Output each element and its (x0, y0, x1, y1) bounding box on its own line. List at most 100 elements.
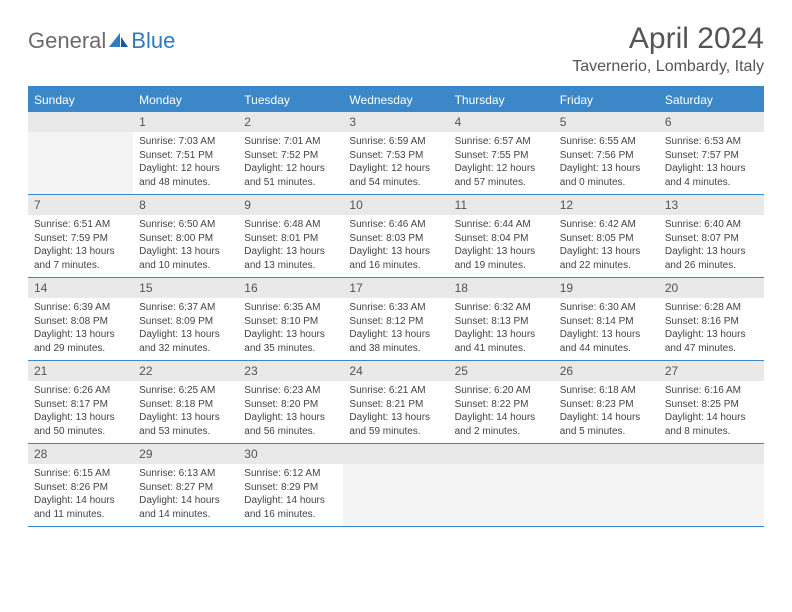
day-number: 10 (343, 195, 448, 215)
day-detail-line: Daylight: 13 hours (349, 411, 442, 425)
day-detail-line: Sunset: 8:12 PM (349, 315, 442, 329)
day-details: Sunrise: 6:35 AMSunset: 8:10 PMDaylight:… (238, 298, 343, 359)
day-number: 18 (449, 278, 554, 298)
weekday-header: Thursday (449, 88, 554, 112)
day-detail-line: Sunrise: 6:40 AM (665, 218, 758, 232)
day-details: Sunrise: 6:28 AMSunset: 8:16 PMDaylight:… (659, 298, 764, 359)
calendar-week: 7Sunrise: 6:51 AMSunset: 7:59 PMDaylight… (28, 195, 764, 278)
calendar-week: 14Sunrise: 6:39 AMSunset: 8:08 PMDayligh… (28, 278, 764, 361)
day-detail-line: Sunrise: 6:37 AM (139, 301, 232, 315)
day-detail-line: Sunset: 8:14 PM (560, 315, 653, 329)
day-detail-line: Sunset: 8:05 PM (560, 232, 653, 246)
calendar-day: 9Sunrise: 6:48 AMSunset: 8:01 PMDaylight… (238, 195, 343, 277)
day-details: Sunrise: 6:51 AMSunset: 7:59 PMDaylight:… (28, 215, 133, 276)
day-detail-line: and 59 minutes. (349, 425, 442, 439)
day-detail-line: and 29 minutes. (34, 342, 127, 356)
weekday-header: Wednesday (343, 88, 448, 112)
calendar-day: 27Sunrise: 6:16 AMSunset: 8:25 PMDayligh… (659, 361, 764, 443)
day-detail-line: Daylight: 12 hours (349, 162, 442, 176)
calendar-day-empty (554, 444, 659, 526)
day-details: Sunrise: 6:12 AMSunset: 8:29 PMDaylight:… (238, 464, 343, 525)
day-detail-line: Sunrise: 6:35 AM (244, 301, 337, 315)
day-detail-line: Sunrise: 6:44 AM (455, 218, 548, 232)
day-detail-line: and 19 minutes. (455, 259, 548, 273)
calendar-day: 5Sunrise: 6:55 AMSunset: 7:56 PMDaylight… (554, 112, 659, 194)
day-number-empty (449, 444, 554, 464)
calendar-day: 10Sunrise: 6:46 AMSunset: 8:03 PMDayligh… (343, 195, 448, 277)
calendar-day: 13Sunrise: 6:40 AMSunset: 8:07 PMDayligh… (659, 195, 764, 277)
calendar-day: 1Sunrise: 7:03 AMSunset: 7:51 PMDaylight… (133, 112, 238, 194)
brand-part2: Blue (131, 28, 175, 54)
day-details: Sunrise: 6:59 AMSunset: 7:53 PMDaylight:… (343, 132, 448, 193)
brand-logo: General Blue (28, 28, 175, 54)
day-detail-line: Sunset: 7:55 PM (455, 149, 548, 163)
day-detail-line: Daylight: 14 hours (244, 494, 337, 508)
day-detail-line: Sunrise: 6:18 AM (560, 384, 653, 398)
day-detail-line: and 38 minutes. (349, 342, 442, 356)
day-detail-line: Sunset: 7:53 PM (349, 149, 442, 163)
calendar-day: 16Sunrise: 6:35 AMSunset: 8:10 PMDayligh… (238, 278, 343, 360)
day-detail-line: and 22 minutes. (560, 259, 653, 273)
day-number: 24 (343, 361, 448, 381)
day-detail-line: Sunset: 8:01 PM (244, 232, 337, 246)
calendar-day: 14Sunrise: 6:39 AMSunset: 8:08 PMDayligh… (28, 278, 133, 360)
day-detail-line: Sunrise: 6:25 AM (139, 384, 232, 398)
day-detail-line: Sunrise: 6:21 AM (349, 384, 442, 398)
day-detail-line: Daylight: 14 hours (665, 411, 758, 425)
day-detail-line: Sunset: 7:52 PM (244, 149, 337, 163)
day-number-empty (659, 444, 764, 464)
calendar-day: 29Sunrise: 6:13 AMSunset: 8:27 PMDayligh… (133, 444, 238, 526)
calendar-day-empty (343, 444, 448, 526)
day-detail-line: Daylight: 13 hours (244, 245, 337, 259)
day-detail-line: and 51 minutes. (244, 176, 337, 190)
day-number: 14 (28, 278, 133, 298)
day-detail-line: Sunrise: 6:26 AM (34, 384, 127, 398)
title-block: April 2024 Tavernerio, Lombardy, Italy (572, 22, 764, 76)
calendar-week: 21Sunrise: 6:26 AMSunset: 8:17 PMDayligh… (28, 361, 764, 444)
day-number: 17 (343, 278, 448, 298)
day-detail-line: and 16 minutes. (349, 259, 442, 273)
day-details: Sunrise: 6:15 AMSunset: 8:26 PMDaylight:… (28, 464, 133, 525)
day-detail-line: Sunrise: 6:15 AM (34, 467, 127, 481)
day-detail-line: Daylight: 14 hours (34, 494, 127, 508)
day-number: 28 (28, 444, 133, 464)
day-number: 23 (238, 361, 343, 381)
day-detail-line: and 8 minutes. (665, 425, 758, 439)
day-number: 11 (449, 195, 554, 215)
day-detail-line: Sunset: 7:57 PM (665, 149, 758, 163)
day-detail-line: Sunrise: 7:03 AM (139, 135, 232, 149)
day-details: Sunrise: 6:55 AMSunset: 7:56 PMDaylight:… (554, 132, 659, 193)
day-detail-line: Daylight: 14 hours (560, 411, 653, 425)
day-detail-line: Daylight: 13 hours (455, 245, 548, 259)
day-detail-line: Sunset: 8:21 PM (349, 398, 442, 412)
day-detail-line: Sunrise: 6:32 AM (455, 301, 548, 315)
day-details: Sunrise: 6:16 AMSunset: 8:25 PMDaylight:… (659, 381, 764, 442)
weekday-header-row: SundayMondayTuesdayWednesdayThursdayFrid… (28, 88, 764, 112)
day-detail-line: Sunrise: 6:28 AM (665, 301, 758, 315)
day-detail-line: Sunrise: 6:50 AM (139, 218, 232, 232)
day-detail-line: and 44 minutes. (560, 342, 653, 356)
day-detail-line: and 4 minutes. (665, 176, 758, 190)
day-detail-line: Daylight: 13 hours (665, 328, 758, 342)
calendar: SundayMondayTuesdayWednesdayThursdayFrid… (28, 86, 764, 527)
day-details: Sunrise: 6:44 AMSunset: 8:04 PMDaylight:… (449, 215, 554, 276)
calendar-day-empty (659, 444, 764, 526)
day-detail-line: and 14 minutes. (139, 508, 232, 522)
day-number: 9 (238, 195, 343, 215)
day-detail-line: Daylight: 13 hours (34, 411, 127, 425)
day-details: Sunrise: 6:40 AMSunset: 8:07 PMDaylight:… (659, 215, 764, 276)
day-details: Sunrise: 6:20 AMSunset: 8:22 PMDaylight:… (449, 381, 554, 442)
day-detail-line: Daylight: 13 hours (560, 162, 653, 176)
day-number: 15 (133, 278, 238, 298)
day-detail-line: Sunset: 8:17 PM (34, 398, 127, 412)
day-detail-line: Sunrise: 6:57 AM (455, 135, 548, 149)
page-header: General Blue April 2024 Tavernerio, Lomb… (28, 22, 764, 76)
calendar-day: 15Sunrise: 6:37 AMSunset: 8:09 PMDayligh… (133, 278, 238, 360)
day-detail-line: and 57 minutes. (455, 176, 548, 190)
brand-sail-icon (109, 33, 129, 49)
day-detail-line: Sunrise: 7:01 AM (244, 135, 337, 149)
day-detail-line: Sunset: 8:03 PM (349, 232, 442, 246)
day-detail-line: and 10 minutes. (139, 259, 232, 273)
calendar-day: 23Sunrise: 6:23 AMSunset: 8:20 PMDayligh… (238, 361, 343, 443)
day-detail-line: Sunset: 8:07 PM (665, 232, 758, 246)
